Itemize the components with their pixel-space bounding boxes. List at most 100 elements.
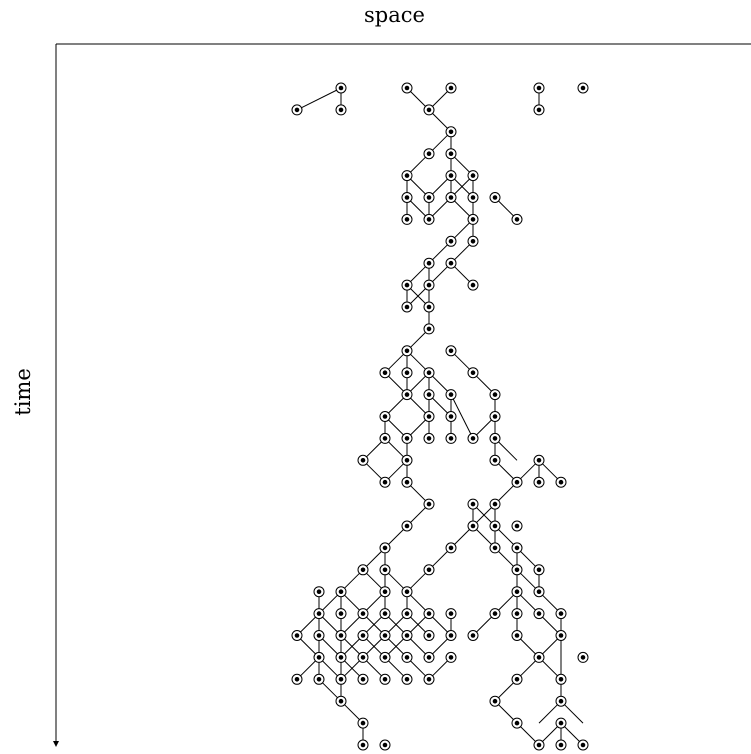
- node: [555, 673, 567, 685]
- node: [423, 673, 435, 685]
- node: [445, 170, 457, 182]
- node: [313, 608, 325, 620]
- node: [577, 739, 589, 751]
- node: [423, 257, 435, 269]
- node: [335, 104, 347, 116]
- node: [379, 542, 391, 554]
- node: [357, 739, 369, 751]
- node: [423, 411, 435, 422]
- node: [401, 586, 413, 598]
- node: [445, 411, 457, 422]
- node: [357, 454, 369, 466]
- node: [423, 279, 435, 291]
- node: [467, 235, 479, 247]
- node: [533, 454, 545, 466]
- node: [445, 630, 457, 641]
- node: [379, 564, 391, 576]
- node: [423, 323, 435, 335]
- node: [489, 695, 501, 707]
- node: [335, 695, 347, 707]
- node: [401, 520, 413, 532]
- node: [445, 192, 457, 203]
- node: [511, 630, 523, 641]
- node: [445, 82, 457, 94]
- node: [577, 82, 589, 94]
- node: [445, 148, 457, 160]
- node: [313, 673, 325, 685]
- node: [445, 608, 457, 620]
- node: [467, 279, 479, 291]
- node: [467, 498, 479, 510]
- node: [379, 586, 391, 598]
- node: [423, 608, 435, 620]
- node: [489, 520, 501, 532]
- node: [335, 630, 347, 641]
- node: [401, 673, 413, 685]
- node: [555, 630, 567, 641]
- node: [357, 651, 369, 663]
- node: [401, 367, 413, 379]
- node: [511, 213, 523, 225]
- node: [489, 192, 501, 203]
- node: [445, 542, 457, 554]
- node: [401, 213, 413, 225]
- node: [423, 367, 435, 379]
- node: [511, 586, 523, 598]
- node: [401, 82, 413, 94]
- node: [291, 673, 303, 685]
- node: [335, 82, 347, 94]
- axes: [53, 43, 751, 747]
- node: [555, 695, 567, 707]
- node: [379, 739, 391, 751]
- node: [401, 432, 413, 444]
- node: [511, 520, 523, 532]
- node: [555, 739, 567, 751]
- node: [445, 651, 457, 663]
- node: [401, 608, 413, 620]
- node: [423, 432, 435, 444]
- node: [533, 586, 545, 598]
- node: [511, 608, 523, 620]
- node: [511, 542, 523, 554]
- node: [467, 520, 479, 532]
- node: [379, 476, 391, 488]
- node: [445, 432, 457, 444]
- node: [533, 564, 545, 576]
- node: [379, 367, 391, 379]
- node: [489, 389, 501, 401]
- node: [291, 630, 303, 641]
- node: [357, 717, 369, 729]
- node: [511, 476, 523, 488]
- node: [511, 564, 523, 576]
- node: [423, 104, 435, 116]
- node: [401, 345, 413, 357]
- node: [445, 126, 457, 138]
- node: [401, 279, 413, 291]
- node: [423, 301, 435, 313]
- node: [445, 235, 457, 247]
- node: [511, 717, 523, 729]
- node: [357, 608, 369, 620]
- node: [445, 389, 457, 401]
- edge: [450, 394, 474, 439]
- node: [489, 411, 501, 422]
- node: [357, 630, 369, 641]
- node: [489, 432, 501, 444]
- node: [533, 651, 545, 663]
- node: [533, 104, 545, 116]
- node: [533, 476, 545, 488]
- node: [555, 476, 567, 488]
- node: [401, 170, 413, 182]
- edges: [296, 87, 584, 746]
- node: [379, 608, 391, 620]
- node: [467, 192, 479, 203]
- node: [423, 389, 435, 401]
- node: [511, 673, 523, 685]
- node: [423, 630, 435, 641]
- node: [467, 432, 479, 444]
- node: [313, 630, 325, 641]
- node: [533, 739, 545, 751]
- node: [423, 651, 435, 663]
- node: [401, 476, 413, 488]
